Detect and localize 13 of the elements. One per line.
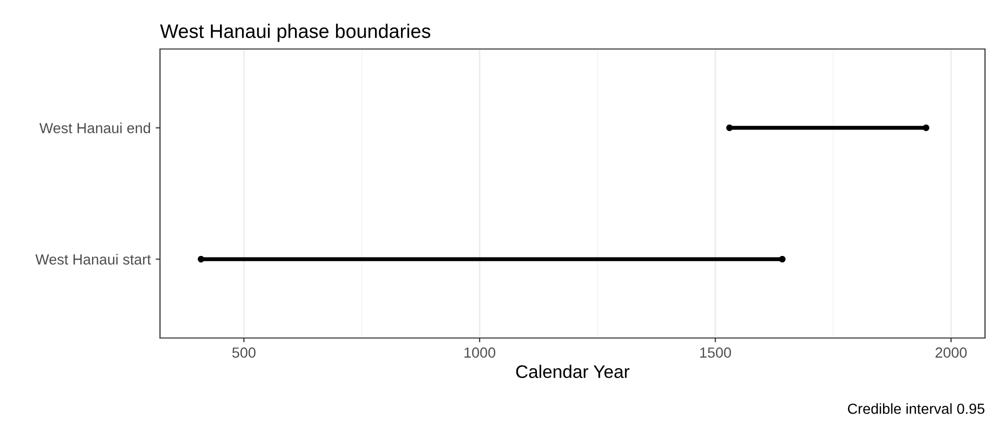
text: Credible interval 0.95: [848, 403, 984, 414]
chart-title: West Hanaui phase boundaries: [160, 24, 430, 42]
point: [779, 256, 786, 262]
point: [726, 124, 733, 132]
point: [198, 256, 204, 262]
y-tick-label: West Hanaui start: [35, 254, 151, 265]
x-tick-label: 1500: [700, 347, 731, 358]
y-tick-label: West Hanaui end: [39, 122, 150, 134]
x-tick-label: 500: [232, 347, 256, 358]
x-tick-label: 1000: [464, 347, 496, 358]
x-axis-title: Calendar Year: [516, 364, 630, 378]
point: [922, 124, 930, 132]
x-tick-label: 2000: [936, 347, 967, 358]
